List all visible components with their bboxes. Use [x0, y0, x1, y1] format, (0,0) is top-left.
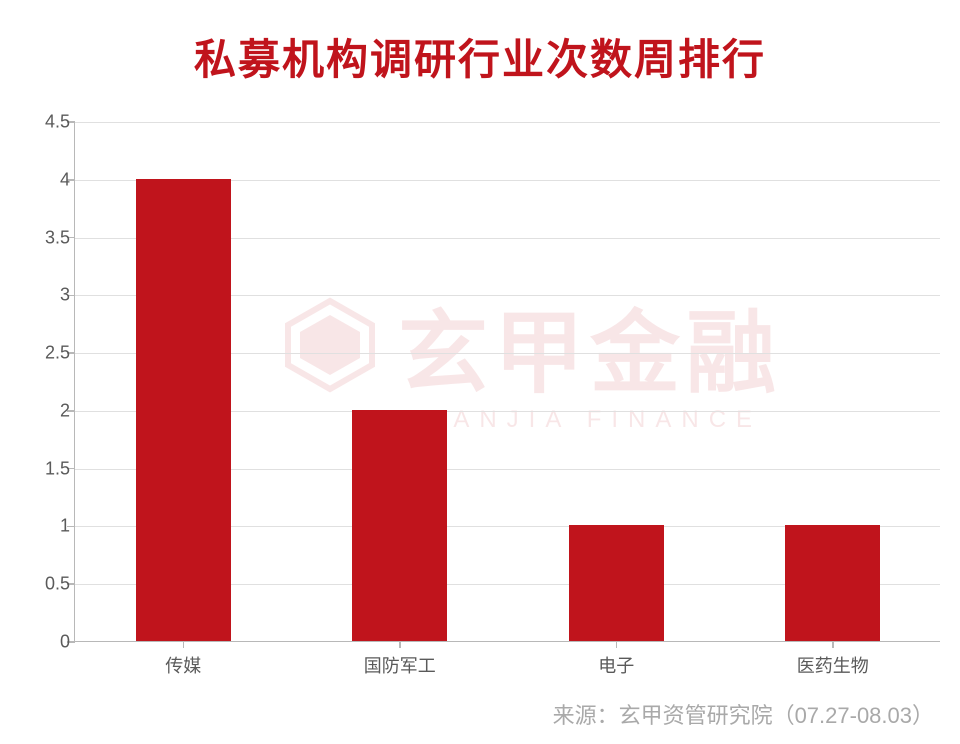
- y-axis-label: 3.5: [30, 227, 70, 248]
- y-axis-label: 0.5: [30, 574, 70, 595]
- plot-area: 00.511.522.533.544.5传媒国防军工电子医药生物: [74, 122, 940, 642]
- chart-title: 私募机构调研行业次数周排行: [0, 0, 960, 87]
- x-axis-label: 电子: [598, 652, 634, 678]
- bar: [785, 525, 880, 641]
- source-attribution: 来源：玄甲资管研究院（07.27-08.03）: [553, 698, 934, 730]
- x-axis-label: 传媒: [165, 652, 201, 678]
- bar: [352, 410, 447, 641]
- x-tick: [616, 641, 618, 648]
- bar: [136, 179, 231, 641]
- y-axis-label: 0: [30, 632, 70, 653]
- y-axis-label: 4: [30, 169, 70, 190]
- gridline: [75, 122, 940, 123]
- y-axis-label: 3: [30, 285, 70, 306]
- bar-chart: 00.511.522.533.544.5传媒国防军工电子医药生物: [30, 110, 940, 660]
- y-axis-label: 2.5: [30, 343, 70, 364]
- x-tick: [399, 641, 401, 648]
- x-tick: [832, 641, 834, 648]
- bar: [569, 525, 664, 641]
- y-axis-label: 1.5: [30, 458, 70, 479]
- y-axis-label: 2: [30, 400, 70, 421]
- x-axis-label: 医药生物: [797, 652, 869, 678]
- x-tick: [183, 641, 185, 648]
- y-axis-label: 1: [30, 516, 70, 537]
- y-axis-label: 4.5: [30, 112, 70, 133]
- x-axis-label: 国防军工: [364, 652, 436, 678]
